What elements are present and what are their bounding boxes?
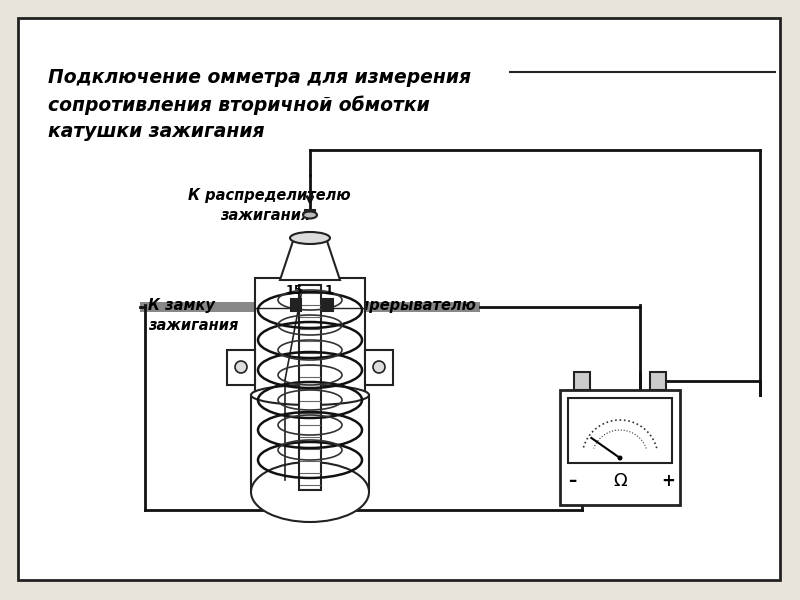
Text: –: – bbox=[568, 472, 576, 490]
Text: 1: 1 bbox=[325, 284, 334, 297]
Bar bbox=[299, 285, 321, 490]
Text: Подключение омметра для измерения: Подключение омметра для измерения bbox=[48, 68, 471, 87]
Bar bbox=[323, 299, 333, 311]
Ellipse shape bbox=[304, 311, 316, 329]
Bar bbox=[140, 302, 296, 312]
Circle shape bbox=[235, 361, 247, 373]
Ellipse shape bbox=[303, 211, 317, 218]
Bar bbox=[305, 210, 315, 215]
Text: зажигания: зажигания bbox=[148, 318, 238, 333]
Circle shape bbox=[618, 455, 622, 461]
Polygon shape bbox=[280, 238, 340, 280]
Text: Ω: Ω bbox=[613, 472, 627, 490]
Text: сопротивления вторичной обмотки: сопротивления вторичной обмотки bbox=[48, 95, 430, 115]
Text: катушки зажигания: катушки зажигания bbox=[48, 122, 265, 141]
Text: К замку: К замку bbox=[148, 298, 215, 313]
Text: зажигания: зажигания bbox=[220, 208, 310, 223]
Ellipse shape bbox=[251, 385, 369, 405]
Bar bbox=[291, 299, 301, 311]
Bar bbox=[574, 372, 590, 390]
Bar bbox=[251, 395, 369, 490]
Circle shape bbox=[373, 361, 385, 373]
Ellipse shape bbox=[251, 462, 369, 522]
Bar bbox=[365, 350, 393, 385]
Bar bbox=[334, 302, 480, 312]
Ellipse shape bbox=[290, 232, 330, 244]
Text: К распределителю: К распределителю bbox=[188, 188, 350, 203]
Bar bbox=[568, 398, 672, 463]
Bar bbox=[227, 350, 255, 385]
Text: +: + bbox=[661, 472, 675, 490]
Text: 15: 15 bbox=[286, 284, 303, 297]
Bar bbox=[255, 278, 365, 395]
Bar bbox=[650, 372, 666, 390]
Text: К прерывателю: К прерывателю bbox=[342, 298, 476, 313]
Bar bbox=[560, 390, 680, 505]
